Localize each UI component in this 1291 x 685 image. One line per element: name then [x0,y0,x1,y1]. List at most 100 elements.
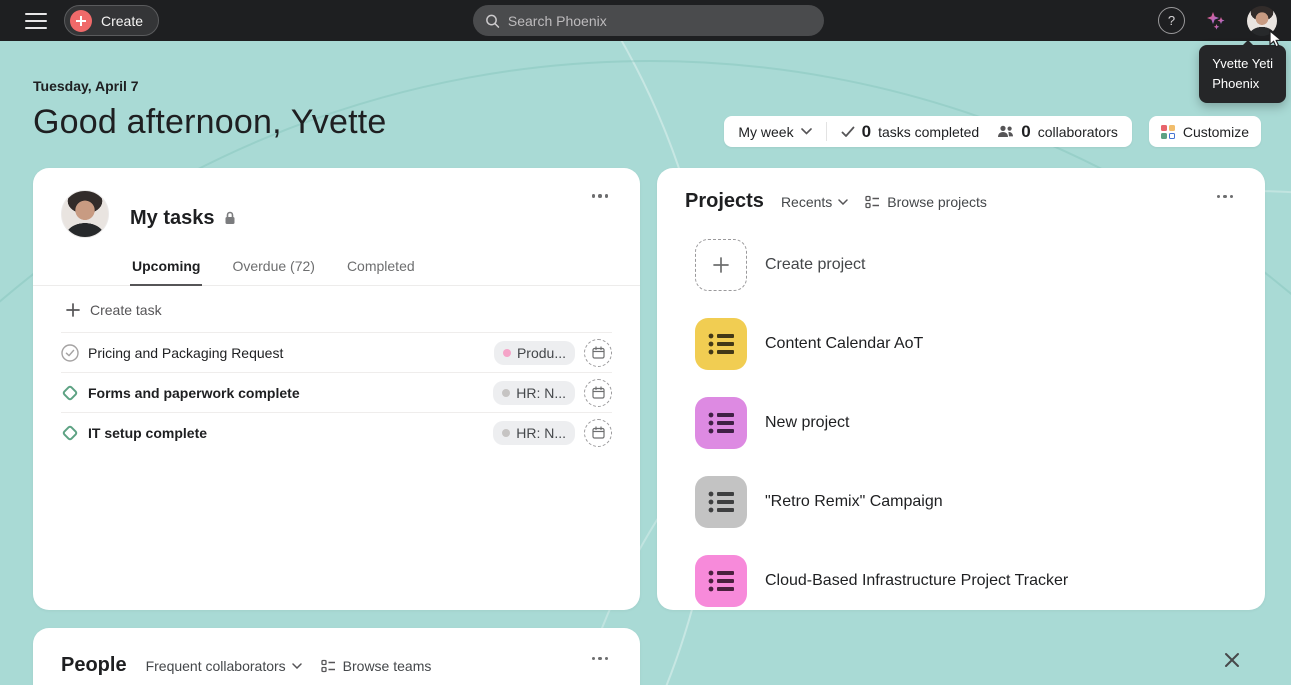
project-name: Cloud-Based Infrastructure Project Track… [765,572,1069,589]
task-title: IT setup complete [88,424,208,441]
project-tag[interactable]: HR: N... [493,420,575,445]
plus-icon [66,303,80,317]
task-title: Pricing and Packaging Request [88,344,284,361]
project-list-icon [695,476,747,528]
check-icon [841,126,854,137]
project-name: New project [765,414,850,431]
tag-color-dot [502,388,511,397]
plus-icon [70,9,92,32]
my-tasks-title[interactable]: My tasks [130,206,215,229]
stats-pill: My week 0 tasks completed 0 collaborator… [724,116,1132,147]
project-tag[interactable]: Produ... [493,340,575,365]
create-button-label: Create [101,12,144,29]
project-list-icon [695,318,747,370]
plus-dashed-icon [695,239,747,291]
task-row[interactable]: IT setup complete HR: N... [61,413,612,452]
chevron-down-icon [291,662,302,669]
ai-sparkle-icon [1207,11,1225,30]
project-list-icon [695,397,747,449]
create-project-button[interactable]: Create project [695,239,1237,291]
my-tasks-menu-icon[interactable] [588,190,613,238]
due-date-button[interactable] [584,338,612,367]
my-week-label: My week [738,123,794,140]
browse-list-icon [865,195,880,208]
project-list-item[interactable]: Content Calendar AoT [695,318,1237,370]
tab-upcoming[interactable]: Upcoming [130,252,203,286]
topbar-right-cluster: ? [1158,0,1277,41]
greeting-title: Good afternoon, Yvette [33,103,387,141]
create-task-button[interactable]: Create task [61,286,612,332]
search-input[interactable] [507,12,812,29]
help-button[interactable]: ? [1158,7,1185,34]
tab-overdue[interactable]: Overdue (72) [232,258,315,274]
divider [825,122,827,141]
calendar-icon [591,346,605,359]
my-tasks-widget: My tasks Upcoming Overdue (72) Completed… [33,168,640,610]
project-list-icon [695,555,747,607]
browse-teams-link[interactable]: Browse teams [321,658,431,674]
people-widget: People Frequent collaborators Browse tea… [33,628,640,685]
project-list-item[interactable]: Cloud-Based Infrastructure Project Track… [695,555,1237,607]
tab-completed[interactable]: Completed [346,258,415,274]
lock-icon [225,211,234,224]
people-filter-dropdown[interactable]: Frequent collaborators [146,658,302,674]
ai-sparkle-button[interactable] [1203,8,1229,34]
my-tasks-avatar[interactable] [61,190,109,238]
create-task-label: Create task [90,302,162,318]
check-circle-icon[interactable] [61,343,79,362]
milestone-diamond-icon[interactable] [61,424,79,441]
projects-title: Projects [685,190,764,212]
people-menu-icon[interactable] [588,653,613,665]
my-tasks-header: My tasks [61,190,612,238]
customize-grid-icon [1160,124,1175,139]
project-list-item[interactable]: "Retro Remix" Campaign [695,476,1237,528]
create-button[interactable]: Create [64,5,160,36]
collaborators-label: collaborators [1037,123,1118,140]
my-tasks-tabs: Upcoming Overdue (72) Completed [33,252,640,286]
customize-button[interactable]: Customize [1148,116,1261,147]
due-date-button[interactable] [584,418,612,447]
project-list-item[interactable]: New project [695,397,1237,449]
task-row[interactable]: Forms and paperwork complete HR: N... [61,373,612,412]
projects-menu-icon[interactable] [1213,191,1238,203]
projects-header: Projects Recents Browse projects [685,190,1237,213]
tasks-completed-stat: 0 tasks completed [841,121,980,142]
projects-widget: Projects Recents Browse projects [657,168,1265,610]
chevron-down-icon [838,198,849,205]
people-filter-label: Frequent collaborators [145,657,286,674]
search-bar[interactable] [473,5,824,36]
tag-label: HR: N... [516,384,566,401]
current-date: Tuesday, April 7 [33,78,139,94]
divider [61,412,612,413]
tooltip-org-name: Phoenix [1212,76,1260,91]
milestone-diamond-icon[interactable] [61,384,79,401]
tasks-completed-label: tasks completed [878,123,980,140]
close-icon[interactable] [1222,650,1242,670]
project-tag[interactable]: HR: N... [493,380,575,405]
stats-bar: My week 0 tasks completed 0 collaborator… [724,116,1261,147]
chevron-down-icon [800,128,812,135]
sidebar-menu-icon[interactable] [25,12,47,29]
task-title: Forms and paperwork complete [88,384,300,401]
project-name: "Retro Remix" Campaign [765,493,943,510]
tasks-completed-count: 0 [861,121,872,141]
user-avatar[interactable] [1247,5,1277,36]
tag-color-dot [502,348,511,357]
my-week-dropdown[interactable]: My week [738,123,812,140]
projects-filter-dropdown[interactable]: Recents [780,193,849,210]
collaborators-count: 0 [1021,121,1031,141]
divider [61,332,612,333]
task-row[interactable]: Pricing and Packaging Request Produ... [61,333,612,372]
divider [61,372,612,373]
projects-filter-label: Recents [780,193,833,210]
calendar-icon [591,426,605,439]
tooltip-user-name: Yvette Yeti [1212,56,1273,71]
browse-projects-link[interactable]: Browse projects [865,194,987,210]
tag-color-dot [502,428,511,437]
collaborators-stat: 0 collaborators [997,122,1118,142]
calendar-icon [591,386,605,399]
due-date-button[interactable] [584,378,612,407]
people-header: People Frequent collaborators Browse tea… [61,654,612,677]
search-icon [486,14,500,28]
customize-label: Customize [1182,123,1249,140]
